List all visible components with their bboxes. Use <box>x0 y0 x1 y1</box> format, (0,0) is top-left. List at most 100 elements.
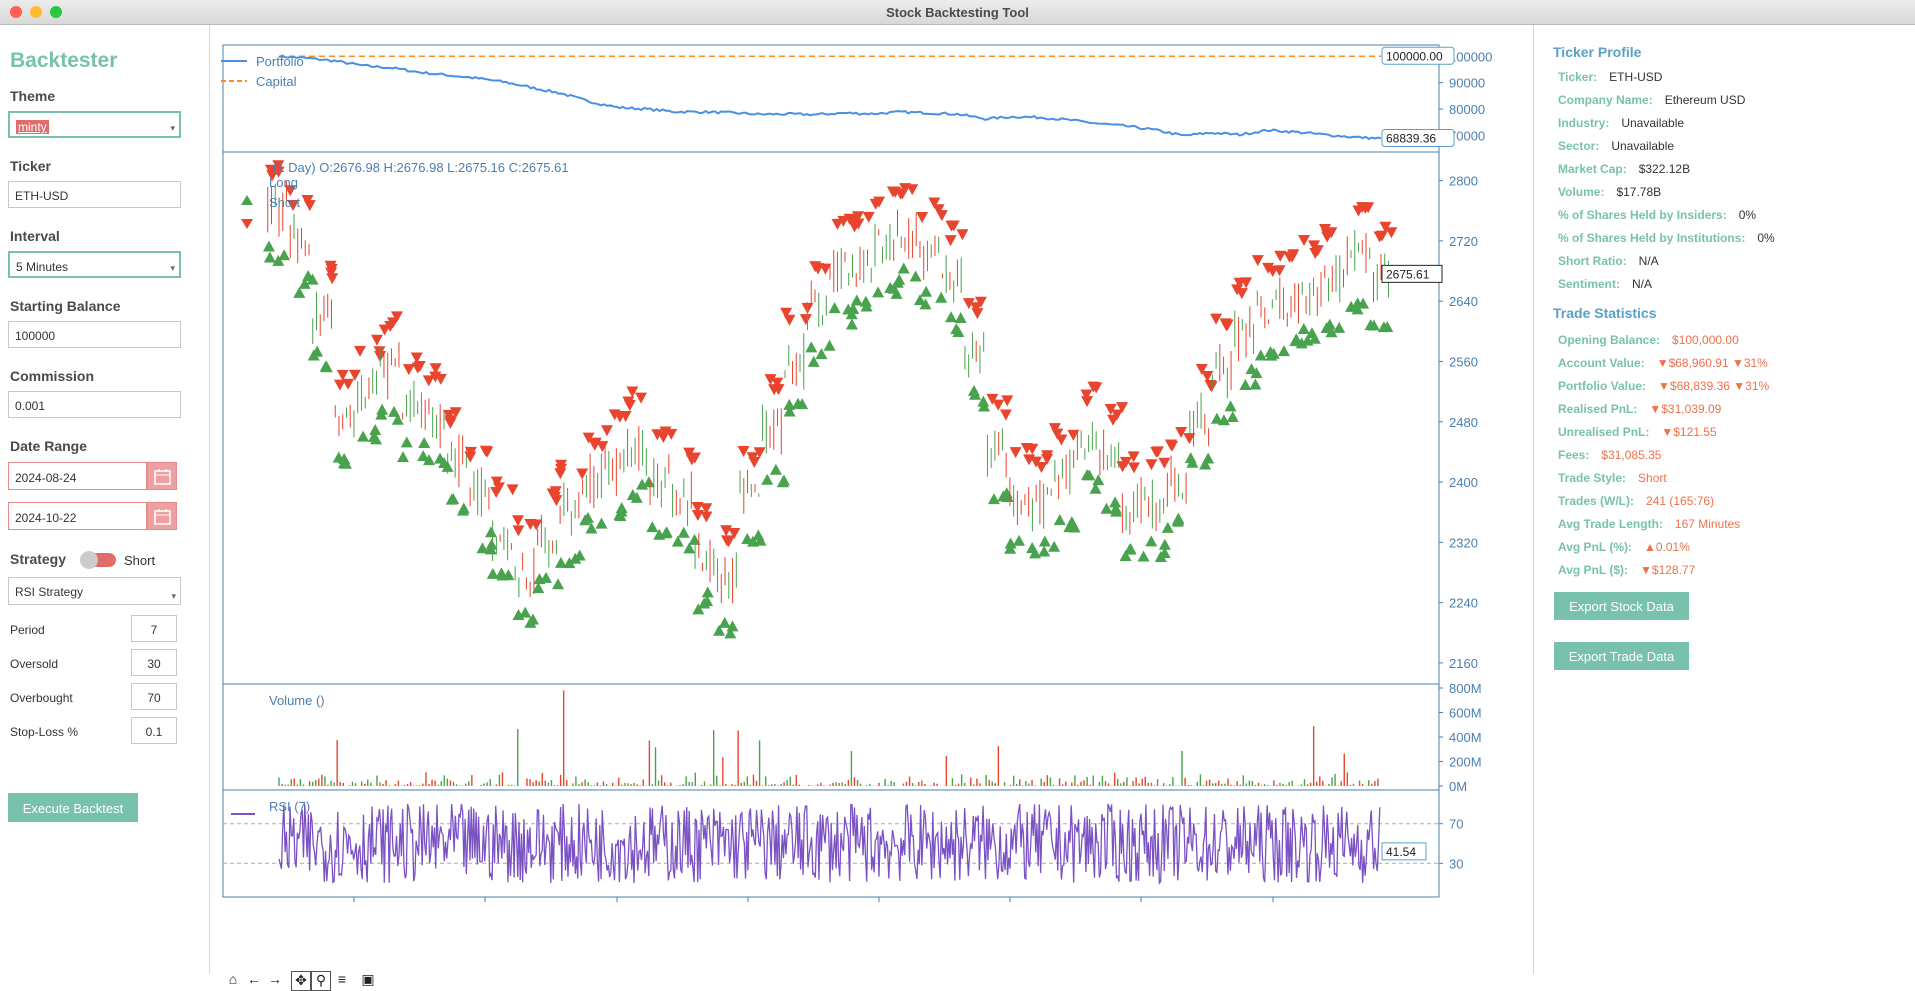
y-tick-label: 800M <box>1449 681 1482 696</box>
short-marker <box>1104 403 1117 415</box>
commission-input[interactable]: 0.001 <box>8 391 181 418</box>
short-marker <box>720 525 733 537</box>
last-price-box <box>1381 264 1443 283</box>
long-marker <box>1277 345 1290 357</box>
y-tick-label: 200M <box>1449 755 1482 770</box>
sidebar: Backtester Theme minty ▾ Ticker ETH-USD I… <box>0 25 210 974</box>
chart-canvas[interactable]: 100000 90000 80000 70000 Portfolio Capital 100… <box>211 25 1533 974</box>
info-key: Sentiment: <box>1558 277 1621 291</box>
theme-label: Theme <box>10 88 56 104</box>
strategy-select[interactable]: RSI Strategy ▾ <box>8 577 181 605</box>
period-input[interactable]: 7 <box>131 615 177 642</box>
calendar-icon[interactable] <box>147 462 177 490</box>
short-marker <box>831 218 844 230</box>
short-marker <box>272 166 285 178</box>
execute-backtest-button[interactable]: Execute Backtest <box>8 793 138 822</box>
long-marker <box>893 273 906 285</box>
short-marker <box>287 200 300 212</box>
long-marker <box>456 504 469 516</box>
interval-select[interactable]: 5 Minutes ▾ <box>8 251 181 278</box>
overbought-input[interactable]: 70 <box>131 683 177 710</box>
stop-loss-input[interactable]: 0.1 <box>131 717 177 744</box>
home-icon[interactable]: ⌂ <box>228 971 238 987</box>
short-marker <box>1001 395 1014 407</box>
chevron-down-icon: ▾ <box>170 263 175 273</box>
y-tick-label: 80000 <box>1449 102 1485 117</box>
long-marker <box>581 511 594 523</box>
export-stock-button[interactable]: Export Stock Data <box>1554 592 1689 620</box>
short-marker <box>324 260 337 272</box>
close-icon[interactable] <box>10 6 22 18</box>
info-row: Trade Style: Short <box>1558 471 1667 485</box>
info-key: Account Value: <box>1558 356 1645 370</box>
start-date-input[interactable]: 2024-08-24 <box>8 462 147 490</box>
panel-frame <box>222 789 1440 898</box>
long-marker <box>642 476 655 488</box>
short-marker <box>1251 255 1264 267</box>
short-marker <box>1041 450 1054 462</box>
pan-icon[interactable]: ✥ <box>291 971 311 991</box>
toggle-knob <box>80 551 98 569</box>
long-marker <box>1100 502 1113 514</box>
interval-label: Interval <box>10 228 60 244</box>
short-marker <box>722 536 735 548</box>
title-bar: Stock Backtesting Tool <box>0 0 1915 25</box>
balance-input[interactable]: 100000 <box>8 321 181 348</box>
configure-icon[interactable]: ≡ <box>337 971 347 987</box>
long-marker <box>484 543 497 555</box>
long-marker <box>573 549 586 561</box>
long-marker <box>1264 345 1277 357</box>
long-marker <box>1038 545 1051 557</box>
short-marker <box>582 432 595 444</box>
long-marker <box>718 616 731 628</box>
long-marker <box>339 457 352 469</box>
end-date-input[interactable]: 2024-10-22 <box>8 502 147 530</box>
long-marker <box>796 398 809 410</box>
short-marker <box>764 374 777 386</box>
short-marker <box>1166 440 1179 452</box>
long-marker <box>1029 547 1042 559</box>
short-marker <box>809 261 822 273</box>
chart-area[interactable]: 100000 90000 80000 70000 Portfolio Capital 100… <box>211 25 1533 991</box>
strategy-toggle[interactable] <box>80 551 116 569</box>
short-marker <box>1067 429 1080 441</box>
short-marker <box>1090 382 1103 394</box>
save-icon[interactable]: ▣ <box>361 971 375 987</box>
zoom-icon[interactable] <box>50 6 62 18</box>
info-row: Portfolio Value: ▼$68,839.36 ▼31% <box>1558 379 1769 393</box>
short-marker <box>266 170 279 182</box>
long-marker <box>278 249 291 261</box>
ticker-input[interactable]: ETH-USD <box>8 181 181 208</box>
info-panel: Ticker Profile Ticker: ETH-USD Company Nam… <box>1533 25 1915 974</box>
window-title: Stock Backtesting Tool <box>886 5 1029 20</box>
info-key: Avg PnL ($): <box>1558 563 1629 577</box>
long-marker <box>1323 318 1336 330</box>
short-marker <box>1298 234 1311 246</box>
chevron-down-icon: ▾ <box>171 591 176 601</box>
long-marker <box>1249 378 1262 390</box>
long-marker <box>357 430 370 442</box>
long-marker <box>1297 323 1310 335</box>
back-icon[interactable]: ← <box>247 971 261 987</box>
calendar-icon[interactable] <box>147 502 177 530</box>
zoom-icon[interactable]: ⚲ <box>311 971 331 991</box>
minimize-icon[interactable] <box>30 6 42 18</box>
legend-rsi: RSI (7) <box>269 799 310 814</box>
long-marker <box>524 616 537 628</box>
commission-label: Commission <box>10 368 95 384</box>
short-marker <box>378 324 391 336</box>
info-value: ▼$68,960.91 ▼31% <box>1656 356 1768 370</box>
panel-frame <box>222 151 1440 685</box>
oversold-input[interactable]: 30 <box>131 649 177 676</box>
info-key: Ticker: <box>1558 70 1598 84</box>
info-row: Short Ratio: N/A <box>1558 254 1659 268</box>
short-marker <box>1127 462 1140 474</box>
legend-portfolio: Portfolio <box>256 54 304 69</box>
long-marker <box>595 517 608 529</box>
short-marker <box>947 220 960 232</box>
export-trade-button[interactable]: Export Trade Data <box>1554 642 1689 670</box>
short-marker <box>665 428 678 440</box>
theme-select[interactable]: minty ▾ <box>8 111 181 138</box>
forward-icon[interactable]: → <box>268 971 282 987</box>
short-marker <box>700 503 713 515</box>
